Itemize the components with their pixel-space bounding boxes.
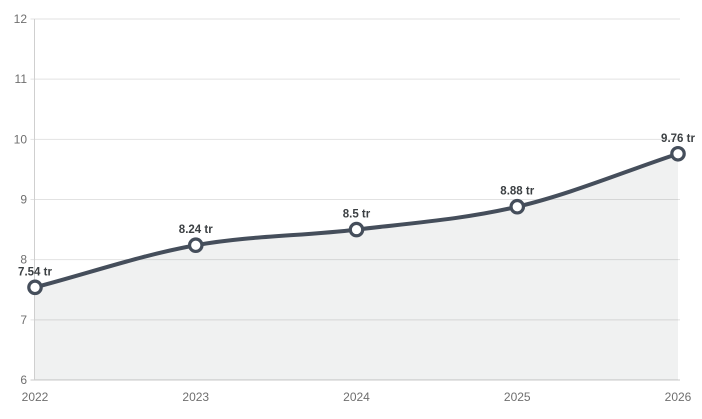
y-axis-tick-label: 6 xyxy=(20,373,27,387)
point-value-label: 9.76 tr xyxy=(661,133,695,145)
x-axis-tick-label: 2025 xyxy=(504,390,531,404)
x-axis-tick-label: 2024 xyxy=(343,390,370,404)
x-axis-tick-label: 2026 xyxy=(665,390,692,404)
point-value-label: 8.5 tr xyxy=(343,209,371,221)
x-axis-tick-label: 2022 xyxy=(22,390,49,404)
data-point-2024[interactable] xyxy=(348,221,365,238)
y-axis-tick-label: 8 xyxy=(20,253,27,267)
y-axis-tick-label: 11 xyxy=(15,72,28,86)
x-axis-tick-label: 2023 xyxy=(182,390,209,404)
data-point-2025[interactable] xyxy=(509,198,526,215)
y-axis-tick-label: 7 xyxy=(20,313,27,327)
point-value-label: 8.24 tr xyxy=(179,224,213,236)
y-axis-tick-label: 12 xyxy=(14,12,28,26)
point-value-label: 7.54 tr xyxy=(18,266,52,278)
y-axis-tick-label: 10 xyxy=(14,132,28,146)
y-axis-tick-label: 9 xyxy=(20,193,27,207)
point-value-label: 8.88 tr xyxy=(500,186,534,198)
data-point-2023[interactable] xyxy=(187,237,204,254)
data-point-2022[interactable] xyxy=(27,279,43,296)
data-point-2026[interactable] xyxy=(670,145,686,162)
